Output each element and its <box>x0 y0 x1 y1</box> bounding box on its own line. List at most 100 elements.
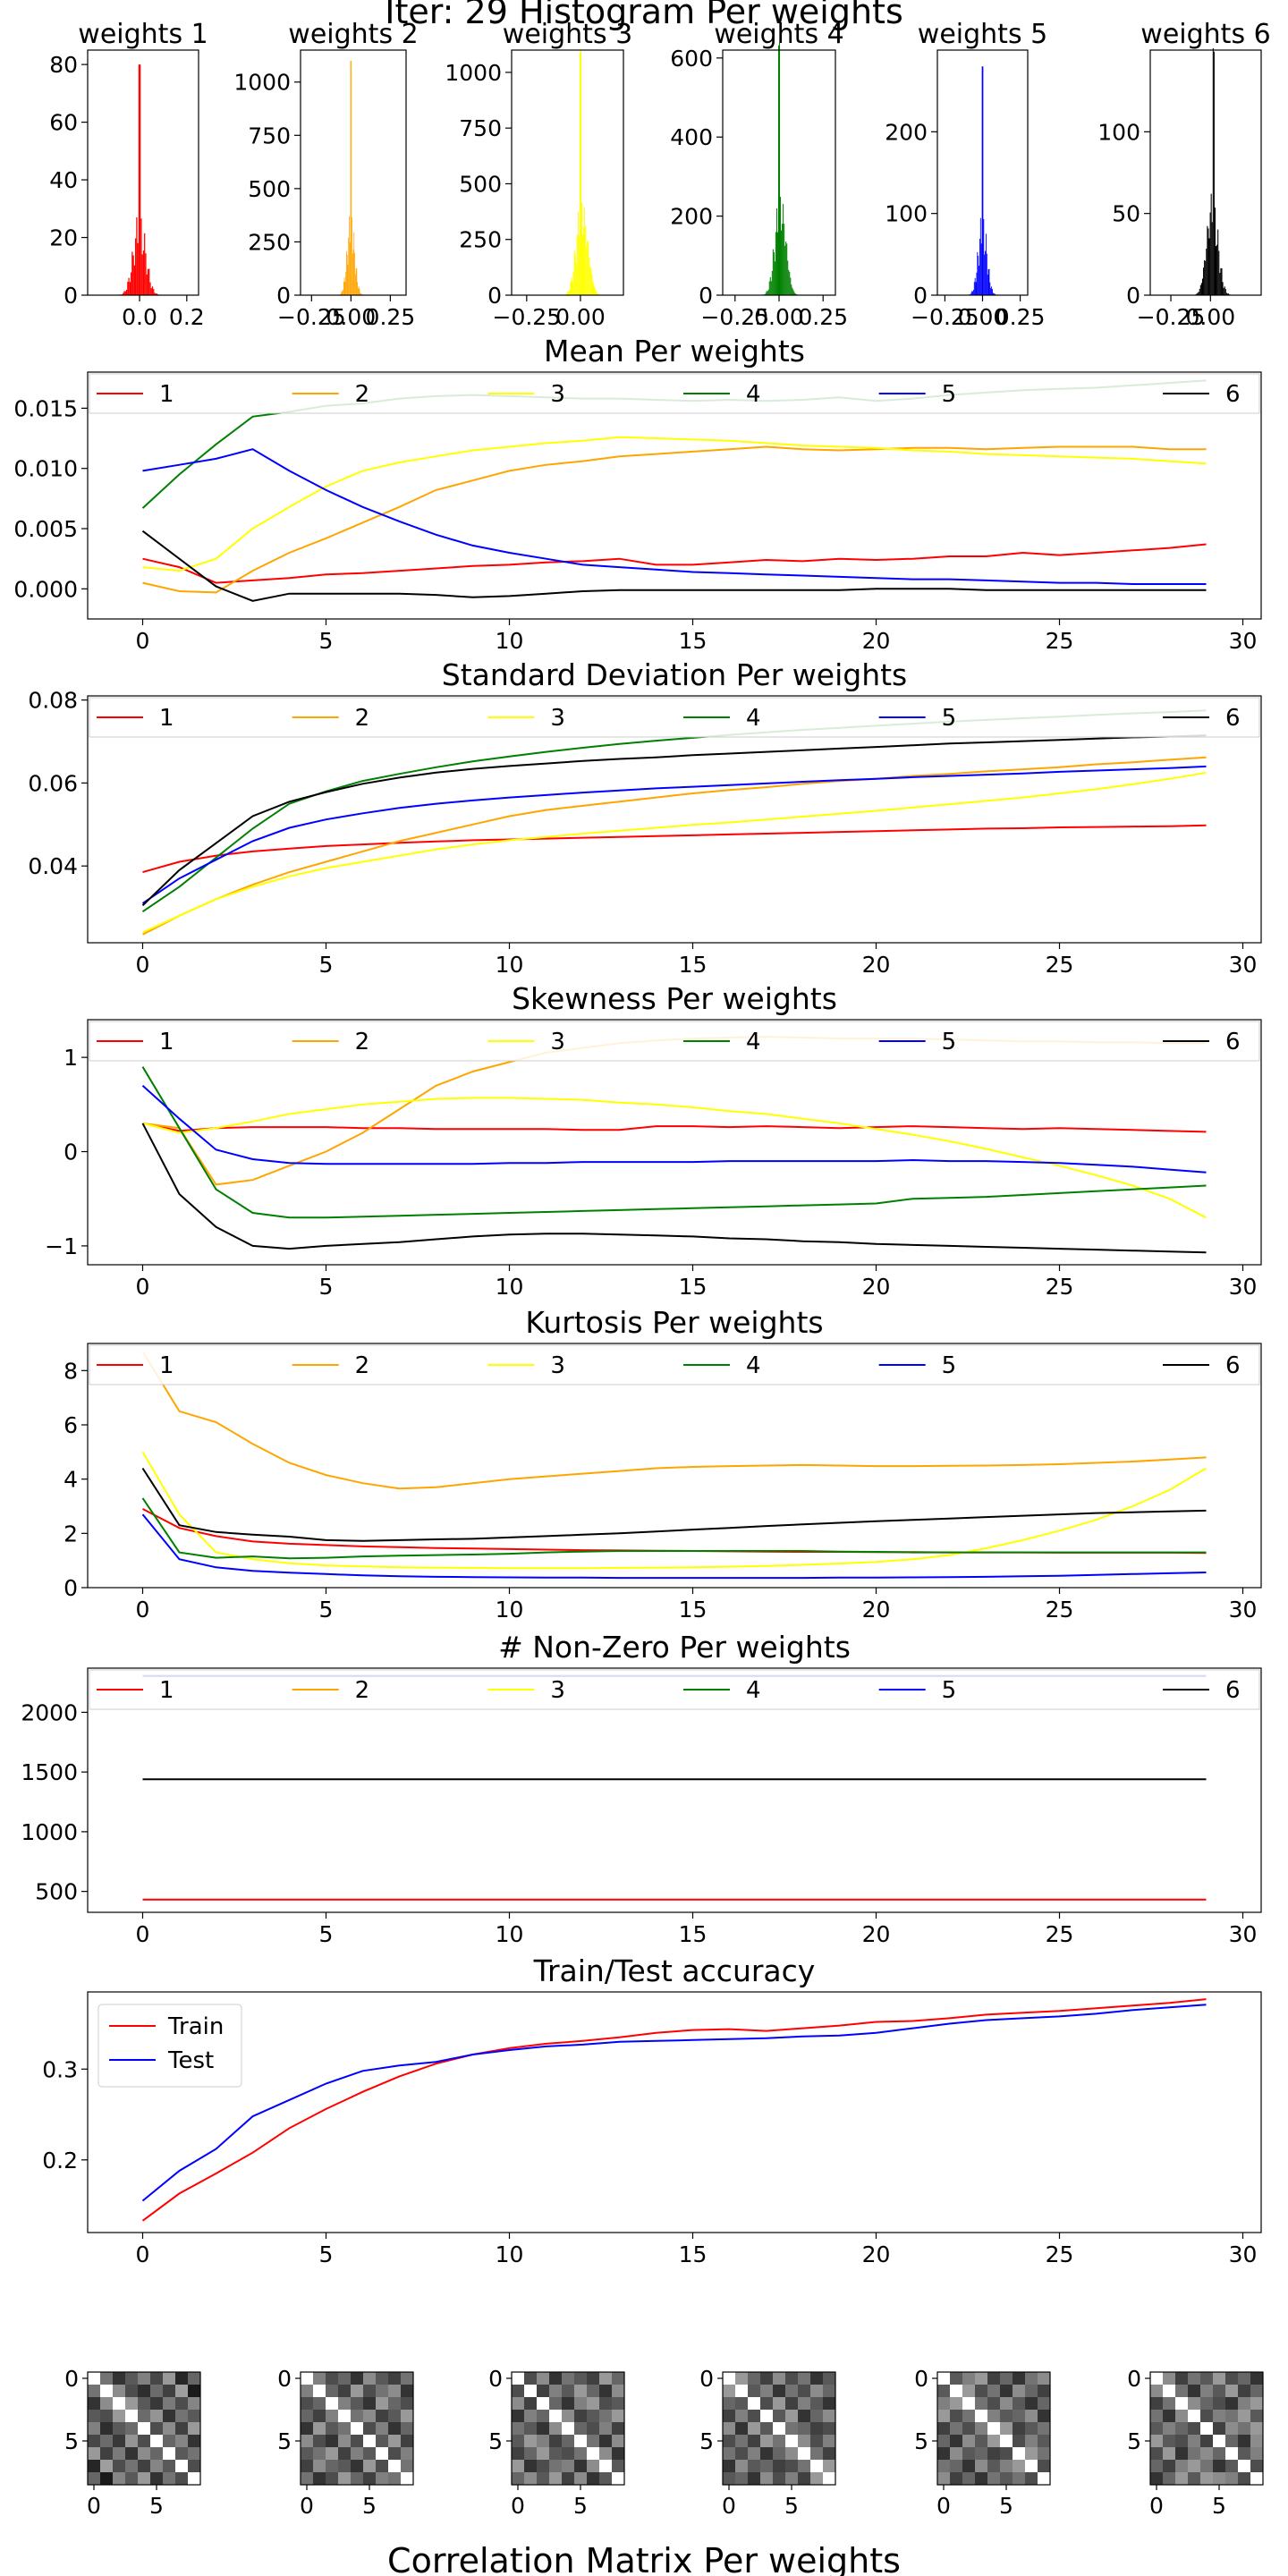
legend-label: 3 <box>550 1352 565 1379</box>
heatmap-cell <box>748 2422 761 2436</box>
histogram-bar <box>771 270 773 295</box>
histogram-ytick-label: 50 <box>1112 201 1140 227</box>
heatmap-cell <box>587 2410 600 2423</box>
heatmap-cell <box>163 2460 176 2473</box>
heatmap-cell <box>1013 2397 1026 2411</box>
heatmap-cell <box>798 2435 811 2448</box>
series-line-2 <box>142 756 1207 936</box>
heatmap-ytick-label: 5 <box>488 2428 503 2454</box>
axes-frame <box>87 1991 1262 2233</box>
heatmap-cell <box>1175 2372 1189 2385</box>
heatmap-cell <box>1163 2447 1176 2461</box>
heatmap-cell <box>313 2410 326 2423</box>
histogram-bar <box>978 255 979 295</box>
y-tick-label: 0.3 <box>42 2056 78 2082</box>
heatmap-cell <box>351 2372 364 2385</box>
histogram-bar <box>783 204 784 295</box>
heatmap-cell <box>574 2410 588 2423</box>
histogram-bar <box>1225 292 1227 295</box>
heatmap-cell <box>1000 2372 1013 2385</box>
histogram-bar <box>584 208 586 295</box>
histogram-bar <box>1219 273 1221 295</box>
heatmap-cell <box>823 2460 836 2473</box>
heatmap-cell <box>773 2435 786 2448</box>
heatmap-cell <box>537 2410 550 2423</box>
heatmap-cell <box>524 2460 538 2473</box>
heatmap-cell <box>1150 2435 1164 2448</box>
heatmap-cell <box>363 2397 377 2411</box>
histogram-bar <box>348 237 350 295</box>
series-line-5 <box>141 765 1207 904</box>
heatmap-cell <box>1250 2385 1264 2398</box>
histogram-bar <box>153 289 155 295</box>
heatmap-cell <box>338 2472 352 2486</box>
legend-label: 2 <box>355 1029 370 1055</box>
heatmap-cell <box>587 2447 600 2461</box>
heatmap-cell <box>1000 2397 1013 2411</box>
heatmap-cell <box>1175 2422 1189 2436</box>
histogram-bar <box>594 287 596 295</box>
histogram-bar <box>1199 284 1201 295</box>
histogram-bar <box>351 60 352 296</box>
heatmap-cell <box>1238 2447 1251 2461</box>
axes-frame <box>87 371 1262 620</box>
heatmap-cell <box>562 2372 575 2385</box>
histogram-bar <box>587 241 589 295</box>
histogram-bar <box>1220 267 1222 295</box>
heatmap-cell <box>537 2422 550 2436</box>
heatmap-ytick-label: 5 <box>1127 2428 1141 2454</box>
y-tick-label: 0.04 <box>28 853 78 879</box>
heatmap-cell <box>113 2397 126 2411</box>
histogram-bar <box>1217 229 1219 295</box>
histogram-bar <box>992 289 993 295</box>
heatmap-cell <box>537 2460 550 2473</box>
heatmap-cell <box>1150 2447 1164 2461</box>
heatmap-cell <box>599 2460 613 2473</box>
histogram-bar <box>141 254 143 295</box>
histogram-bar <box>986 233 987 295</box>
heatmap-cell <box>748 2372 761 2385</box>
histogram-bar <box>768 281 770 295</box>
y-tick-label: 500 <box>35 1879 78 1905</box>
correlation-matrix-6: 0 5 0 5 <box>1127 2366 1264 2519</box>
heatmap-cell <box>735 2397 749 2411</box>
histogram-bar <box>570 281 572 295</box>
heatmap-cell <box>748 2385 761 2398</box>
histogram-bar <box>353 232 355 295</box>
y-tick-label: 0.010 <box>13 456 78 482</box>
heatmap-cell <box>1038 2372 1051 2385</box>
y-tick-label: 2 <box>64 1521 78 1546</box>
x-tick-label: 30 <box>1229 952 1258 978</box>
chart-title: Mean Per weights <box>544 334 805 369</box>
heatmap-cell <box>363 2385 377 2398</box>
series-line-3 <box>142 1097 1207 1219</box>
heatmap-cell <box>562 2460 575 2473</box>
heatmap-cell <box>175 2460 189 2473</box>
heatmap-cell <box>937 2460 951 2473</box>
heatmap-cell <box>1000 2422 1013 2436</box>
heatmap-cell <box>113 2447 126 2461</box>
histogram-bar <box>1199 288 1200 295</box>
heatmap-cell <box>760 2422 774 2436</box>
heatmap-cell <box>587 2472 600 2486</box>
histogram-bar <box>340 292 342 295</box>
heatmap-cell <box>987 2372 1001 2385</box>
heatmap-cell <box>975 2410 988 2423</box>
heatmap-cell <box>150 2472 164 2486</box>
histogram-bar <box>1205 260 1207 295</box>
histogram-2: weights 2 0 250 500 750 1000 −0.250.000.25 <box>233 19 418 330</box>
heatmap-cell <box>1225 2372 1239 2385</box>
legend-box <box>89 697 1260 738</box>
heatmap-cell <box>1238 2472 1251 2486</box>
heatmap-cell <box>950 2410 963 2423</box>
heatmap-cell <box>773 2372 786 2385</box>
y-tick-label: 1000 <box>21 1819 78 1845</box>
heatmap-cell <box>313 2385 326 2398</box>
histogram-bar <box>1206 248 1208 295</box>
x-tick-label: 0 <box>136 1274 150 1300</box>
heatmap-xtick-label: 0 <box>300 2493 314 2519</box>
heatmap-cell <box>1163 2385 1176 2398</box>
heatmap-cell <box>723 2460 736 2473</box>
heatmap-cell <box>512 2397 525 2411</box>
histogram-bar <box>770 281 772 295</box>
